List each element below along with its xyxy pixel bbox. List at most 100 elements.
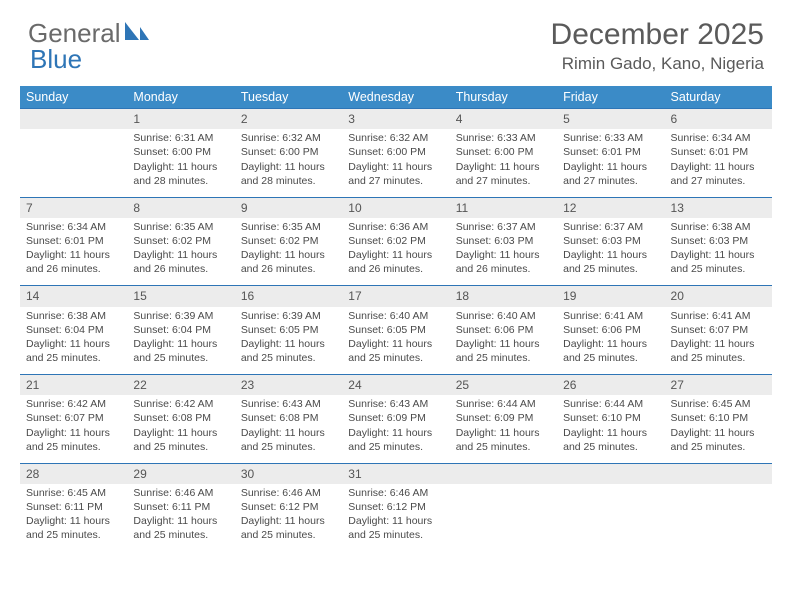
sunset-line: Sunset: 6:12 PM [241, 500, 336, 514]
daylight-line: Daylight: 11 hours and 26 minutes. [241, 248, 336, 276]
day-number-cell: 11 [450, 197, 557, 218]
day-header: Tuesday [235, 86, 342, 109]
sunrise-line: Sunrise: 6:45 AM [671, 397, 766, 411]
day-data-cell [665, 484, 772, 552]
daylight-line: Daylight: 11 hours and 25 minutes. [133, 426, 228, 454]
sunset-line: Sunset: 6:03 PM [563, 234, 658, 248]
sunrise-line: Sunrise: 6:44 AM [456, 397, 551, 411]
day-data-cell: Sunrise: 6:32 AMSunset: 6:00 PMDaylight:… [235, 129, 342, 197]
day-number-cell: 31 [342, 463, 449, 484]
daylight-line: Daylight: 11 hours and 26 minutes. [348, 248, 443, 276]
day-data-cell [450, 484, 557, 552]
day-number-cell [20, 109, 127, 130]
sunrise-line: Sunrise: 6:37 AM [456, 220, 551, 234]
sunset-line: Sunset: 6:03 PM [671, 234, 766, 248]
day-data-cell: Sunrise: 6:34 AMSunset: 6:01 PMDaylight:… [20, 218, 127, 286]
page-header: General December 2025 Rimin Gado, Kano, … [0, 0, 792, 82]
day-data-cell: Sunrise: 6:40 AMSunset: 6:05 PMDaylight:… [342, 307, 449, 375]
day-number-cell: 9 [235, 197, 342, 218]
sunrise-line: Sunrise: 6:37 AM [563, 220, 658, 234]
daylight-line: Daylight: 11 hours and 25 minutes. [26, 514, 121, 542]
sunset-line: Sunset: 6:01 PM [26, 234, 121, 248]
brand-part2: Blue [30, 44, 82, 75]
sunrise-line: Sunrise: 6:41 AM [563, 309, 658, 323]
sunset-line: Sunset: 6:04 PM [133, 323, 228, 337]
day-number-cell: 24 [342, 375, 449, 396]
day-number-cell: 4 [450, 109, 557, 130]
day-header-row: SundayMondayTuesdayWednesdayThursdayFrid… [20, 86, 772, 109]
sunrise-line: Sunrise: 6:34 AM [26, 220, 121, 234]
title-block: December 2025 Rimin Gado, Kano, Nigeria [551, 18, 764, 74]
sunrise-line: Sunrise: 6:46 AM [241, 486, 336, 500]
daynum-row: 78910111213 [20, 197, 772, 218]
daylight-line: Daylight: 11 hours and 28 minutes. [133, 160, 228, 188]
sunset-line: Sunset: 6:02 PM [241, 234, 336, 248]
sail-icon [123, 20, 149, 42]
day-data-cell: Sunrise: 6:43 AMSunset: 6:08 PMDaylight:… [235, 395, 342, 463]
sunrise-line: Sunrise: 6:34 AM [671, 131, 766, 145]
daylight-line: Daylight: 11 hours and 25 minutes. [671, 337, 766, 365]
daynum-row: 14151617181920 [20, 286, 772, 307]
day-number-cell: 23 [235, 375, 342, 396]
sunset-line: Sunset: 6:12 PM [348, 500, 443, 514]
day-header: Monday [127, 86, 234, 109]
day-header: Saturday [665, 86, 772, 109]
calendar-table: SundayMondayTuesdayWednesdayThursdayFrid… [20, 86, 772, 552]
day-data-cell: Sunrise: 6:36 AMSunset: 6:02 PMDaylight:… [342, 218, 449, 286]
day-data-cell: Sunrise: 6:42 AMSunset: 6:08 PMDaylight:… [127, 395, 234, 463]
sunrise-line: Sunrise: 6:35 AM [241, 220, 336, 234]
sunset-line: Sunset: 6:08 PM [241, 411, 336, 425]
daynum-row: 21222324252627 [20, 375, 772, 396]
sunset-line: Sunset: 6:05 PM [348, 323, 443, 337]
day-header: Sunday [20, 86, 127, 109]
day-number-cell: 25 [450, 375, 557, 396]
day-data-cell: Sunrise: 6:44 AMSunset: 6:10 PMDaylight:… [557, 395, 664, 463]
day-data-cell [20, 129, 127, 197]
sunrise-line: Sunrise: 6:46 AM [348, 486, 443, 500]
day-number-cell: 22 [127, 375, 234, 396]
day-number-cell: 21 [20, 375, 127, 396]
sunset-line: Sunset: 6:10 PM [671, 411, 766, 425]
sunrise-line: Sunrise: 6:38 AM [671, 220, 766, 234]
day-data-cell: Sunrise: 6:38 AMSunset: 6:03 PMDaylight:… [665, 218, 772, 286]
day-data-cell: Sunrise: 6:46 AMSunset: 6:12 PMDaylight:… [342, 484, 449, 552]
daylight-line: Daylight: 11 hours and 27 minutes. [563, 160, 658, 188]
day-number-cell: 10 [342, 197, 449, 218]
daylight-line: Daylight: 11 hours and 25 minutes. [671, 248, 766, 276]
data-row: Sunrise: 6:42 AMSunset: 6:07 PMDaylight:… [20, 395, 772, 463]
sunrise-line: Sunrise: 6:31 AM [133, 131, 228, 145]
daylight-line: Daylight: 11 hours and 25 minutes. [671, 426, 766, 454]
data-row: Sunrise: 6:34 AMSunset: 6:01 PM Daylight:… [20, 218, 772, 286]
day-number-cell: 12 [557, 197, 664, 218]
day-number-cell: 29 [127, 463, 234, 484]
daylight-line: Daylight: 11 hours and 27 minutes. [671, 160, 766, 188]
daylight-line: Daylight: 11 hours and 25 minutes. [26, 426, 121, 454]
daylight-line: Daylight: 11 hours and 27 minutes. [456, 160, 551, 188]
day-number-cell: 14 [20, 286, 127, 307]
sunset-line: Sunset: 6:02 PM [133, 234, 228, 248]
daylight-line: Daylight: 11 hours and 25 minutes. [348, 426, 443, 454]
day-data-cell: Sunrise: 6:46 AMSunset: 6:11 PMDaylight:… [127, 484, 234, 552]
daylight-line: Daylight: 11 hours and 25 minutes. [26, 337, 121, 365]
daynum-row: 28293031 [20, 463, 772, 484]
sunrise-line: Sunrise: 6:32 AM [348, 131, 443, 145]
day-data-cell: Sunrise: 6:45 AMSunset: 6:11 PMDaylight:… [20, 484, 127, 552]
daylight-line: Daylight: 11 hours and 26 minutes. [133, 248, 228, 276]
day-data-cell: Sunrise: 6:34 AMSunset: 6:01 PMDaylight:… [665, 129, 772, 197]
sunrise-line: Sunrise: 6:43 AM [241, 397, 336, 411]
day-number-cell: 6 [665, 109, 772, 130]
daylight-line: Daylight: 11 hours and 25 minutes. [456, 337, 551, 365]
location-text: Rimin Gado, Kano, Nigeria [551, 54, 764, 74]
sunrise-line: Sunrise: 6:32 AM [241, 131, 336, 145]
day-number-cell: 7 [20, 197, 127, 218]
daylight-line: Daylight: 11 hours and 25 minutes. [133, 514, 228, 542]
daylight-line: Daylight: 11 hours and 25 minutes. [241, 514, 336, 542]
sunrise-line: Sunrise: 6:33 AM [456, 131, 551, 145]
day-data-cell: Sunrise: 6:46 AMSunset: 6:12 PMDaylight:… [235, 484, 342, 552]
day-data-cell: Sunrise: 6:37 AMSunset: 6:03 PMDaylight:… [450, 218, 557, 286]
sunrise-line: Sunrise: 6:33 AM [563, 131, 658, 145]
day-data-cell: Sunrise: 6:41 AMSunset: 6:06 PMDaylight:… [557, 307, 664, 375]
day-number-cell: 5 [557, 109, 664, 130]
daylight-line: Daylight: 11 hours and 26 minutes. [456, 248, 551, 276]
sunset-line: Sunset: 6:03 PM [456, 234, 551, 248]
